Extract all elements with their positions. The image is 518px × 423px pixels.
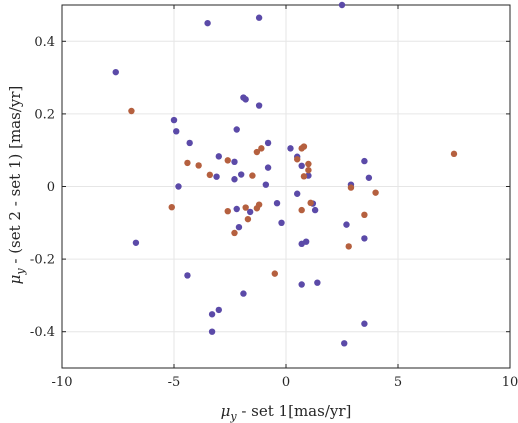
x-axis-label-symbol: μ (221, 402, 231, 420)
scatter-point (294, 156, 301, 163)
y-axis-label: μy - (set 2 - set 1) [mas/yr] (6, 86, 27, 285)
scatter-point (258, 145, 265, 152)
scatter-point (298, 281, 305, 288)
y-axis-label-text: - (set 2 - set 1) [mas/yr] (6, 86, 24, 269)
scatter-point (361, 320, 368, 327)
y-tick-label: -0.4 (30, 325, 55, 340)
scatter-point (278, 219, 285, 226)
scatter-point (242, 204, 249, 211)
scatter-point (345, 243, 352, 250)
x-tick-label: 10 (502, 375, 518, 390)
scatter-point (253, 205, 261, 212)
x-tick-label: -5 (168, 375, 181, 390)
scatter-point (298, 240, 305, 248)
scatter-point (246, 208, 254, 216)
scatter-point (361, 157, 368, 165)
scatter-point (311, 206, 319, 214)
data-points (112, 1, 458, 347)
scatter-point (255, 102, 263, 109)
scatter-point (173, 128, 180, 135)
scatter-point (112, 68, 119, 76)
scatter-point (168, 203, 175, 211)
scatter-point (208, 311, 216, 318)
scatter-point (343, 221, 350, 228)
scatter-point (204, 19, 211, 27)
scatter-point (294, 190, 301, 197)
scatter-point (450, 150, 458, 158)
y-axis-label-symbol: μ (6, 275, 24, 285)
scatter-point (298, 162, 305, 170)
scatter-point (244, 215, 252, 223)
scatter-point (208, 328, 216, 335)
scatter-point (175, 183, 182, 190)
scatter-point (215, 153, 222, 160)
scatter-point (347, 184, 355, 191)
scatter-point (298, 145, 305, 152)
scatter-point (224, 207, 231, 215)
scatter-point (271, 270, 278, 277)
x-axis-label-subscript: y (229, 410, 237, 423)
y-tick-label: -0.2 (30, 253, 55, 268)
scatter-point (231, 158, 238, 166)
scatter-point (372, 189, 379, 196)
scatter-point (240, 290, 247, 297)
scatter-point (300, 173, 308, 180)
scatter-point (231, 176, 238, 183)
scatter-point (224, 157, 231, 164)
scatter-point (242, 96, 249, 103)
y-tick-label: 0.2 (34, 107, 55, 122)
scatter-point (128, 107, 135, 115)
scatter-point (298, 206, 305, 214)
scatter-point (215, 306, 222, 314)
grid-lines (61, 5, 511, 368)
axis-ticks: -10 -5 0 5 10 -0.4 -0.2 0 0.2 0.4 (30, 5, 518, 390)
scatter-point (253, 148, 261, 156)
scatter-point (365, 174, 373, 181)
scatter-point (305, 166, 312, 174)
scatter-point (338, 1, 346, 9)
x-axis-label-text: - set 1[mas/yr] (237, 402, 352, 420)
scatter-point (287, 145, 294, 152)
scatter-point (231, 229, 238, 237)
scatter-point (255, 14, 263, 21)
y-tick-label: 0 (47, 180, 55, 195)
scatter-point (233, 205, 240, 213)
scatter-point (184, 272, 191, 279)
y-axis-label-subscript: y (14, 268, 27, 276)
scatter-point (314, 279, 321, 286)
scatter-point (213, 173, 220, 180)
scatter-point (361, 235, 368, 242)
scatter-point (341, 340, 348, 347)
x-tick-label: 0 (282, 375, 290, 390)
scatter-point (305, 160, 312, 168)
scatter-point (262, 181, 270, 188)
scatter-point (238, 171, 245, 178)
scatter-point (249, 172, 256, 179)
x-tick-label: 5 (394, 375, 402, 390)
scatter-point (184, 159, 191, 167)
scatter-point (361, 211, 368, 219)
scatter-point (264, 164, 272, 171)
scatter-point (170, 116, 178, 124)
scatter-point (233, 126, 240, 133)
scatter-point (273, 199, 281, 207)
scatter-point (307, 199, 314, 207)
y-tick-label: 0.4 (34, 35, 55, 50)
scatter-point (186, 139, 193, 147)
scatter-point (206, 171, 214, 179)
scatter-point (195, 162, 202, 169)
scatter-point (132, 239, 140, 246)
scatter-point (264, 139, 272, 147)
scatter-point (235, 223, 243, 231)
x-tick-label: -10 (52, 375, 73, 390)
x-axis-label: μy - set 1[mas/yr] (221, 402, 352, 423)
